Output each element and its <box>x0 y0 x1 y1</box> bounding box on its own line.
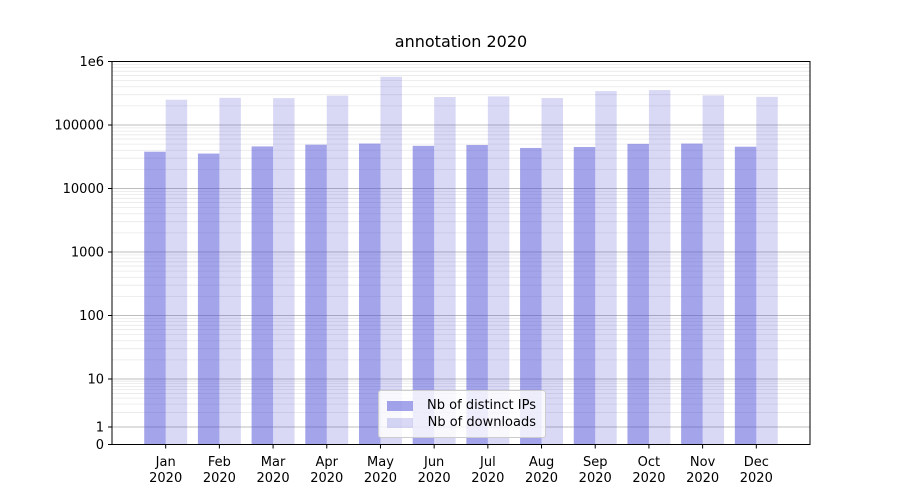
legend-swatch-distinct-ips <box>387 400 413 411</box>
x-tick-label-month: Nov <box>690 455 716 470</box>
bar-nb-of-distinct-ips-jul <box>466 144 488 445</box>
y-tick-label: 10 <box>87 373 104 388</box>
x-tick-label-year: 2020 <box>686 471 719 486</box>
x-tick-label-year: 2020 <box>632 471 665 486</box>
x-tick-label-month: Dec <box>744 455 769 470</box>
bar-nb-of-downloads-aug <box>541 98 564 445</box>
plot-border <box>111 61 811 445</box>
x-tick-label-month: Feb <box>208 455 231 470</box>
bar-nb-of-downloads-oct <box>648 90 671 445</box>
bar-nb-of-distinct-ips-mar <box>251 146 274 445</box>
bar-nb-of-distinct-ips-nov <box>681 143 703 445</box>
y-tick-label: 1 <box>96 421 104 436</box>
bar-nb-of-downloads-jul <box>487 96 510 445</box>
legend-item-distinct-ips: Nb of distinct IPs <box>387 398 536 413</box>
legend-swatch-downloads <box>387 417 413 428</box>
y-tick-label: 0 <box>96 438 104 453</box>
bar-nb-of-downloads-may <box>380 76 402 445</box>
x-tick-label-year: 2020 <box>149 471 182 486</box>
legend: Nb of distinct IPs Nb of downloads <box>378 390 546 438</box>
x-tick-label-month: Sep <box>583 455 608 470</box>
bar-nb-of-distinct-ips-jan <box>144 151 166 445</box>
bar-nb-of-distinct-ips-sep <box>573 147 596 445</box>
legend-label-distinct-ips: Nb of distinct IPs <box>427 398 536 413</box>
bar-nb-of-downloads-dec <box>756 96 778 445</box>
x-tick-label-month: Jul <box>479 455 496 470</box>
bar-nb-of-downloads-jan <box>165 99 188 445</box>
x-tick-label-year: 2020 <box>418 471 451 486</box>
legend-item-downloads: Nb of downloads <box>387 415 536 430</box>
x-tick-label-month: May <box>367 455 394 470</box>
bar-nb-of-downloads-mar <box>273 98 295 445</box>
bar-nb-of-distinct-ips-feb <box>197 153 220 445</box>
x-tick-label-year: 2020 <box>310 471 343 486</box>
x-tick-label-year: 2020 <box>740 471 773 486</box>
x-tick-label-month: Jan <box>155 455 176 470</box>
bar-nb-of-distinct-ips-may <box>358 143 381 445</box>
legend-label-downloads: Nb of downloads <box>427 415 536 430</box>
y-tick-label: 1e6 <box>79 55 104 70</box>
y-tick-label: 100 <box>79 309 104 324</box>
y-tick-label: 10000 <box>63 182 104 197</box>
bar-nb-of-downloads-nov <box>702 95 725 445</box>
x-tick-label-year: 2020 <box>525 471 558 486</box>
x-tick-label-month: Oct <box>638 455 660 470</box>
x-tick-label-year: 2020 <box>257 471 290 486</box>
x-tick-label-year: 2020 <box>579 471 612 486</box>
y-tick-label: 1000 <box>71 246 104 261</box>
x-tick-label-month: Jun <box>423 455 444 470</box>
bar-nb-of-distinct-ips-aug <box>520 147 542 445</box>
bar-nb-of-distinct-ips-dec <box>734 146 757 445</box>
bar-nb-of-downloads-sep <box>595 91 617 445</box>
x-tick-label-month: Mar <box>261 455 286 470</box>
bar-nb-of-downloads-feb <box>219 97 241 445</box>
bar-nb-of-downloads-apr <box>326 95 349 445</box>
x-tick-label-year: 2020 <box>364 471 397 486</box>
y-tick-label: 100000 <box>54 119 104 134</box>
bar-nb-of-downloads-jun <box>434 97 456 445</box>
x-tick-label-month: Apr <box>316 455 339 470</box>
x-tick-label-year: 2020 <box>471 471 504 486</box>
x-tick-label-year: 2020 <box>203 471 236 486</box>
x-tick-label-month: Aug <box>529 455 554 470</box>
chart-title: annotation 2020 <box>394 32 528 51</box>
bar-nb-of-distinct-ips-apr <box>305 144 327 445</box>
bar-nb-of-distinct-ips-oct <box>627 143 649 445</box>
bar-nb-of-distinct-ips-jun <box>412 145 435 445</box>
